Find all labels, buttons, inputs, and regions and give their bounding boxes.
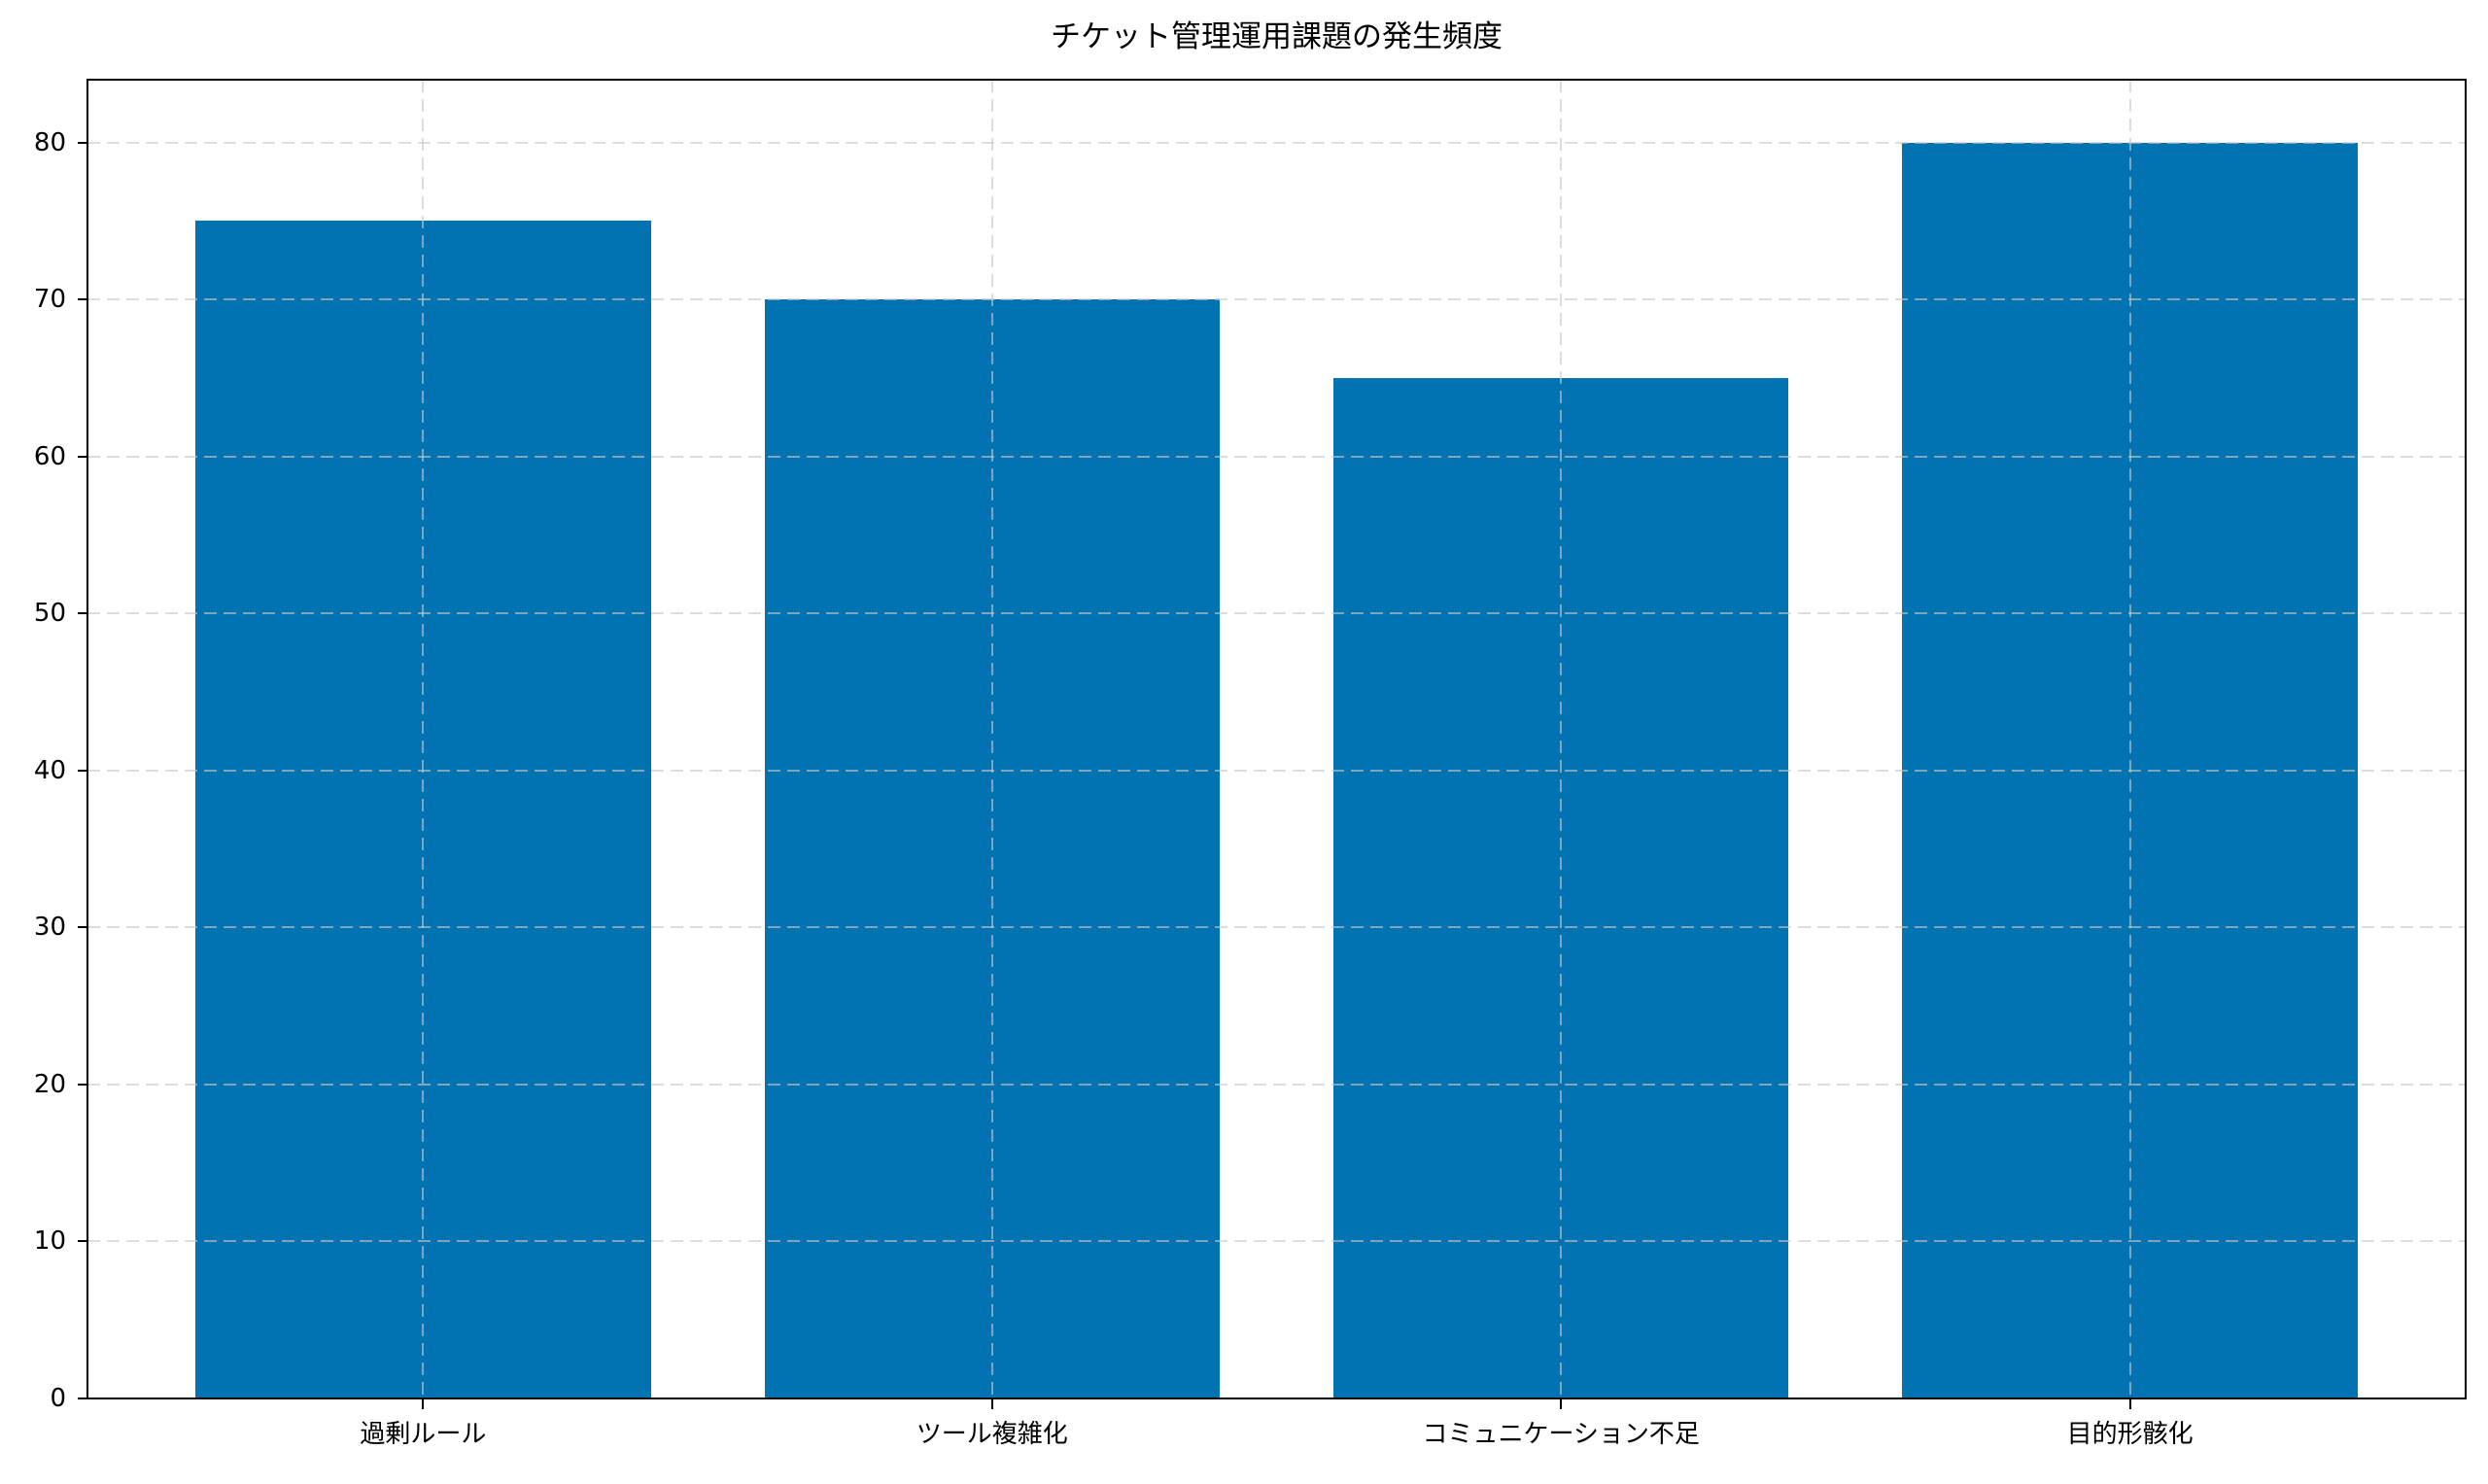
x-tick-label: 目的形骸化: [2066, 1420, 2194, 1449]
y-tick: [78, 926, 87, 929]
y-tick: [78, 455, 87, 458]
x-gridline: [990, 80, 993, 1398]
x-tick-label: 過剰ルール: [360, 1420, 487, 1449]
y-tick: [78, 612, 87, 615]
y-gridline: [87, 1083, 2466, 1086]
x-tick-label: コミュニケーション不足: [1422, 1420, 1700, 1449]
y-gridline: [87, 298, 2466, 301]
y-tick: [78, 769, 87, 772]
y-gridline: [87, 612, 2466, 615]
y-tick-label: 30: [33, 913, 66, 943]
y-tick-label: 80: [33, 127, 66, 157]
y-tick-label: 70: [33, 285, 66, 315]
y-gridline: [87, 141, 2466, 144]
x-tick: [990, 1399, 993, 1409]
y-tick: [78, 1398, 87, 1399]
y-tick: [78, 298, 87, 301]
y-tick-label: 40: [33, 755, 66, 785]
x-gridline: [2128, 80, 2131, 1398]
x-tick: [422, 1399, 425, 1409]
y-tick-label: 20: [33, 1069, 66, 1099]
y-gridline: [87, 1240, 2466, 1243]
chart-title: チケット管理運用課題の発生頻度: [1051, 19, 1503, 54]
y-tick: [78, 1083, 87, 1086]
y-tick-label: 60: [33, 441, 66, 471]
plot-border: [86, 79, 2467, 1399]
y-tick-label: 10: [33, 1226, 66, 1257]
x-gridline: [422, 80, 425, 1398]
x-tick-label: ツール複雑化: [916, 1420, 1068, 1449]
y-gridline: [87, 769, 2466, 772]
y-tick-label: 0: [50, 1384, 66, 1413]
x-tick: [2128, 1399, 2131, 1409]
x-tick: [1560, 1399, 1563, 1409]
y-gridline: [87, 926, 2466, 929]
x-gridline: [1560, 80, 1563, 1398]
y-gridline: [87, 455, 2466, 458]
y-tick-label: 50: [33, 599, 66, 629]
y-tick: [78, 141, 87, 144]
y-tick: [78, 1240, 87, 1243]
